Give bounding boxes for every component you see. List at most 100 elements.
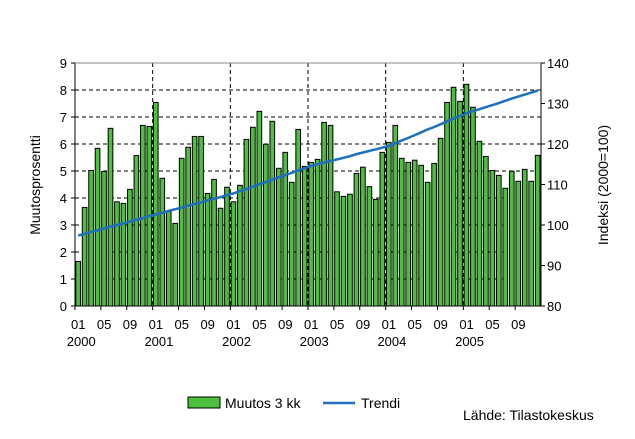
bar <box>204 192 211 307</box>
bar <box>476 140 483 307</box>
x-tick-label-year: 2003 <box>300 334 329 349</box>
bar <box>534 154 541 307</box>
y-tick-label-right: 100 <box>547 218 569 233</box>
y-tick-label-right: 130 <box>547 97 569 112</box>
x-tick-label-month: 01 <box>459 317 473 332</box>
bar <box>178 157 185 307</box>
bar <box>405 161 412 307</box>
legend-bar-label: Muutos 3 kk <box>225 395 301 411</box>
bar <box>314 158 321 307</box>
y-tick-label-left: 5 <box>60 164 67 179</box>
x-tick-label-month: 05 <box>485 317 499 332</box>
bar <box>133 155 140 307</box>
y-axis-right-label: Indeksi (2000=100) <box>595 125 611 245</box>
bar <box>398 157 405 307</box>
bar <box>431 162 437 307</box>
bar <box>515 180 522 307</box>
bar <box>88 169 94 307</box>
x-tick-label-month: 01 <box>382 317 396 332</box>
bar <box>94 147 101 307</box>
bar <box>508 170 515 307</box>
bar <box>185 146 191 307</box>
x-tick-label-month: 01 <box>71 317 85 332</box>
bar <box>528 180 535 307</box>
bar <box>379 151 386 307</box>
y-tick-label-left: 3 <box>60 218 67 233</box>
legend: Muutos 3 kk Trendi <box>187 395 400 411</box>
x-tick-label-month: 01 <box>226 317 240 332</box>
bar <box>521 168 528 307</box>
x-tick-label-month: 05 <box>330 317 344 332</box>
bar <box>340 195 347 307</box>
bar <box>457 100 463 307</box>
y-tick-label-right: 90 <box>547 259 561 274</box>
bar <box>470 106 476 307</box>
axes <box>71 62 545 310</box>
y-tick-label-left: 7 <box>60 110 67 125</box>
y-tick-label-left: 6 <box>60 137 67 152</box>
bar <box>495 174 502 307</box>
bar <box>191 135 198 307</box>
x-tick-label-month: 09 <box>123 317 137 332</box>
bar <box>224 186 230 307</box>
y-tick-label-right: 110 <box>547 178 568 193</box>
bar <box>334 191 340 307</box>
bar <box>159 177 166 307</box>
bar <box>81 206 88 307</box>
bar <box>301 165 308 307</box>
x-tick-label-month: 09 <box>356 317 370 332</box>
bar <box>418 164 424 307</box>
x-tick-label-month: 09 <box>278 317 292 332</box>
bar <box>75 260 81 307</box>
y-axis-left-label: Muutosprosentti <box>27 135 43 235</box>
bar <box>360 166 366 307</box>
bar <box>411 159 418 307</box>
bar <box>152 101 159 307</box>
trend-line <box>77 89 539 237</box>
bar-series <box>75 83 541 307</box>
bar <box>353 172 360 307</box>
y-tick-label-left: 0 <box>60 299 67 314</box>
y-tick-label-left: 4 <box>60 191 67 206</box>
bar <box>288 181 295 307</box>
bar <box>120 202 127 307</box>
y-tick-label-right: 120 <box>547 137 569 152</box>
bar <box>437 137 444 307</box>
bar <box>127 188 133 307</box>
bar <box>373 198 379 307</box>
legend-bar-swatch <box>187 396 221 409</box>
x-tick-label-month: 01 <box>149 317 163 332</box>
y-tick-label-right: 140 <box>547 56 569 71</box>
x-tick-label-year: 2005 <box>455 334 484 349</box>
bar <box>217 207 224 307</box>
bar <box>321 121 327 307</box>
legend-line-label: Trendi <box>361 395 400 411</box>
bar <box>262 143 269 307</box>
bar <box>424 181 431 307</box>
x-tick-label-month: 05 <box>408 317 422 332</box>
y-tick-label-left: 8 <box>60 83 67 98</box>
bar <box>463 83 470 307</box>
x-tick-label-month: 05 <box>175 317 189 332</box>
bar <box>366 186 373 307</box>
bar <box>483 155 489 307</box>
bar <box>140 124 146 307</box>
bar <box>385 141 392 307</box>
x-tick-label-month: 05 <box>97 317 111 332</box>
bar <box>243 138 250 307</box>
bar <box>275 167 282 307</box>
bar <box>392 124 399 307</box>
bar <box>101 171 107 307</box>
bar <box>250 126 256 307</box>
y-tick-label-left: 2 <box>60 245 67 260</box>
bar <box>172 222 179 307</box>
bar <box>327 124 334 307</box>
x-tick-label-month: 05 <box>252 317 266 332</box>
x-tick-label-month: 09 <box>200 317 214 332</box>
bar <box>444 101 450 307</box>
bar <box>308 161 314 307</box>
x-tick-label-month: 01 <box>304 317 318 332</box>
bar <box>295 128 302 307</box>
